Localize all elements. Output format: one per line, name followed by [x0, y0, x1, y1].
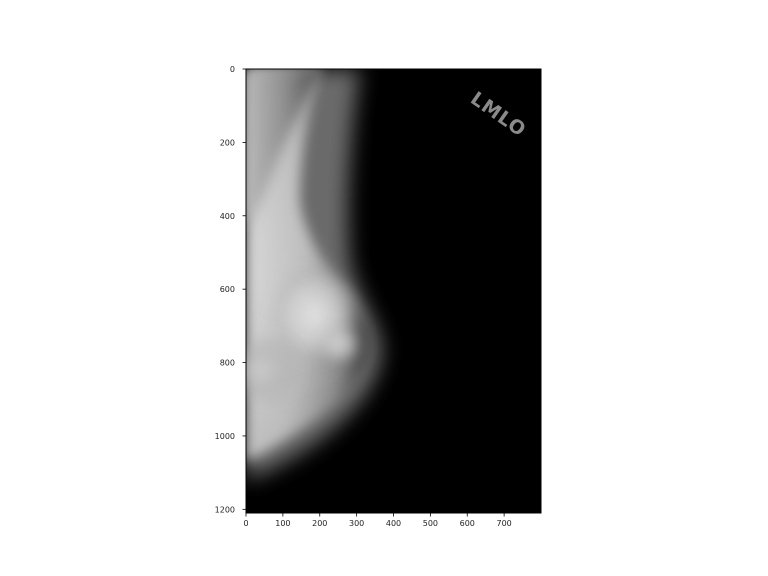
x-axis: 0 100 200 300 400 500 600 700: [243, 513, 512, 528]
y-tick-label: 400: [220, 212, 235, 221]
y-tick-label: 0: [230, 65, 235, 74]
x-tick-label: 500: [423, 519, 438, 528]
y-axis: 0 200 400 600 800 1000 1200: [215, 65, 246, 514]
x-tick-label: 600: [460, 519, 475, 528]
x-tick-label: 100: [275, 519, 290, 528]
y-tick-label: 200: [220, 138, 235, 147]
x-tick-label: 300: [349, 519, 364, 528]
x-tick-label: 200: [312, 519, 327, 528]
y-tick-label: 600: [220, 285, 235, 294]
y-tick-label: 1200: [215, 505, 235, 514]
x-tick-label: 0: [243, 519, 248, 528]
x-tick-label: 400: [386, 519, 401, 528]
y-tick-label: 800: [220, 359, 235, 368]
x-tick-label: 700: [496, 519, 511, 528]
mammogram-image: LMLO: [246, 69, 541, 513]
y-tick-label: 1000: [215, 432, 235, 441]
